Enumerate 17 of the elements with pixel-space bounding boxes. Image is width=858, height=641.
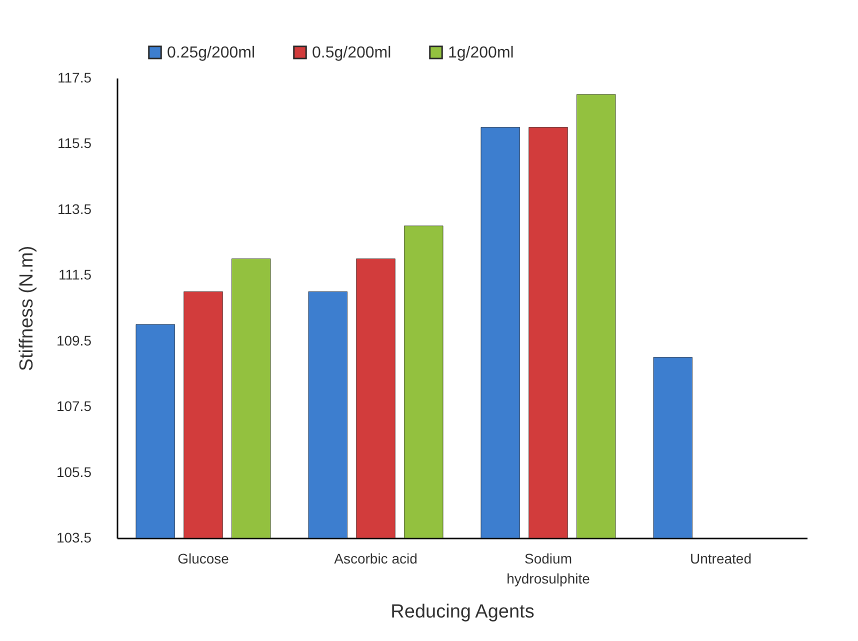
- y-tick-label: 109.5: [56, 332, 92, 348]
- y-tick-label: 117.5: [58, 70, 92, 86]
- y-tick-label: 111.5: [58, 266, 92, 283]
- x-tick-label: Ascorbic acid: [334, 550, 418, 566]
- y-tick-label: 113.5: [58, 200, 92, 217]
- y-tick-label: 105.5: [56, 464, 92, 480]
- legend-label: 1g/200ml: [448, 44, 514, 62]
- legend-label: 0.25g/200ml: [167, 44, 256, 62]
- x-axis-title: Reducing Agents: [390, 602, 534, 622]
- x-tick-label: Untreated: [690, 550, 752, 566]
- legend-label: 0.5g/200ml: [312, 44, 392, 62]
- y-tick-label: 107.5: [56, 398, 92, 414]
- x-tick-label: Sodium hydrosulphite: [506, 550, 590, 586]
- y-tick-label: 115.5: [58, 135, 92, 152]
- y-axis-title: Stiffness (N.m): [16, 246, 38, 372]
- x-tick-label: Glucose: [178, 550, 230, 566]
- y-tick-label: 103.5: [56, 530, 92, 546]
